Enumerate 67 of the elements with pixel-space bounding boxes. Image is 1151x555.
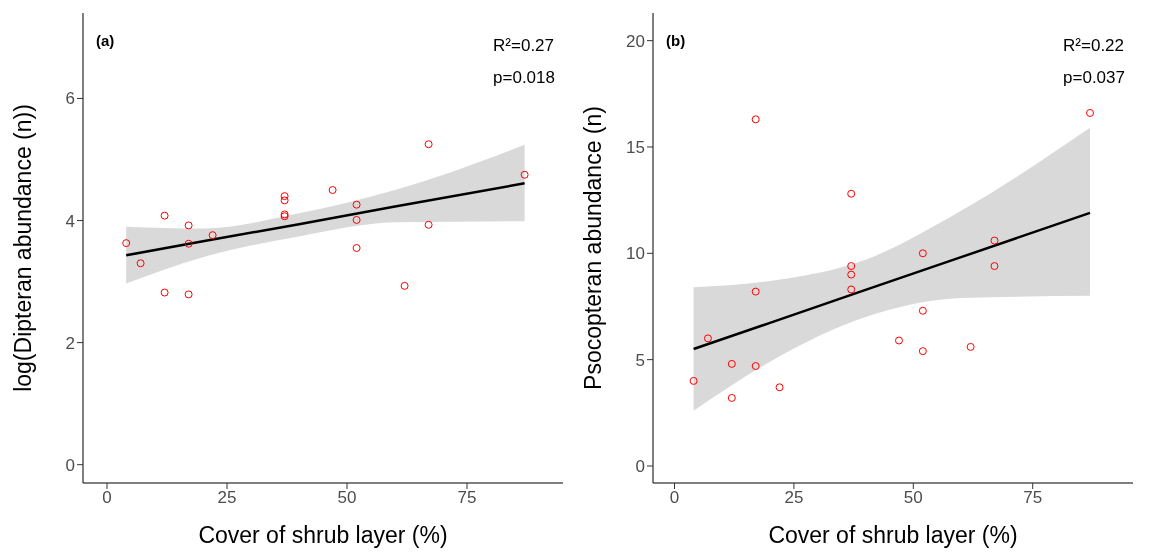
x-axis-title: Cover of shrub layer (%) <box>198 522 448 548</box>
y-tick-label: 5 <box>635 350 645 370</box>
point <box>894 336 903 345</box>
point <box>918 306 927 315</box>
point <box>184 290 193 299</box>
y-tick-label: 2 <box>65 333 75 353</box>
point <box>703 334 712 343</box>
y-tick-label: 4 <box>65 211 75 231</box>
y-tick-label: 0 <box>635 457 645 477</box>
point <box>847 270 856 279</box>
x-tick-label: 75 <box>1023 488 1043 508</box>
annotation: p=0.018 <box>493 67 555 89</box>
point <box>727 359 736 368</box>
point <box>990 262 999 271</box>
y-axis-title: Psocopteran abundance (n) <box>580 106 607 390</box>
point <box>352 244 361 252</box>
y-tick-label: 15 <box>626 138 645 158</box>
line-series <box>124 182 526 257</box>
annotation: (a) <box>96 32 115 49</box>
annotation: (b) <box>666 32 686 49</box>
point <box>352 200 361 209</box>
y-tick-label: 10 <box>626 244 645 264</box>
point <box>400 281 409 290</box>
point <box>136 259 145 268</box>
y-tick-label: 0 <box>65 455 75 475</box>
point <box>424 220 433 229</box>
point <box>847 285 856 294</box>
x-tick-label: 0 <box>102 488 112 508</box>
point <box>280 192 289 201</box>
point <box>520 170 529 179</box>
y-tick-label: 20 <box>626 31 645 51</box>
point <box>847 262 856 271</box>
point <box>918 249 927 258</box>
point <box>208 231 217 240</box>
point <box>751 287 760 296</box>
point <box>1086 108 1095 117</box>
point <box>990 236 999 245</box>
point <box>184 221 193 230</box>
point <box>352 215 361 224</box>
x-tick-label: 75 <box>457 488 477 508</box>
point <box>775 383 784 392</box>
point <box>751 362 760 371</box>
annotation: R²=0.27 <box>493 35 555 57</box>
point <box>122 239 131 248</box>
annotation: p=0.037 <box>1063 67 1125 89</box>
x-tick-label: 50 <box>337 488 357 508</box>
point <box>424 140 433 149</box>
point <box>689 376 698 385</box>
x-tick-label: 25 <box>217 488 237 508</box>
point <box>184 239 193 248</box>
point <box>328 186 337 195</box>
point <box>160 288 169 297</box>
x-tick-label: 25 <box>784 488 804 508</box>
x-tick-label: 50 <box>903 488 923 508</box>
y-tick-label: 6 <box>65 89 75 109</box>
point <box>727 393 736 402</box>
point <box>280 196 289 205</box>
line-series <box>692 211 1092 351</box>
point <box>160 211 169 220</box>
annotation: R²=0.22 <box>1063 35 1125 57</box>
point <box>966 342 975 351</box>
x-axis-title: Cover of shrub layer (%) <box>768 522 1018 548</box>
point <box>918 347 927 356</box>
y-axis-title: log(Dipteran abundance (n)) <box>10 104 37 392</box>
point <box>751 115 760 124</box>
x-tick-label: 0 <box>669 488 680 508</box>
point <box>847 189 856 198</box>
